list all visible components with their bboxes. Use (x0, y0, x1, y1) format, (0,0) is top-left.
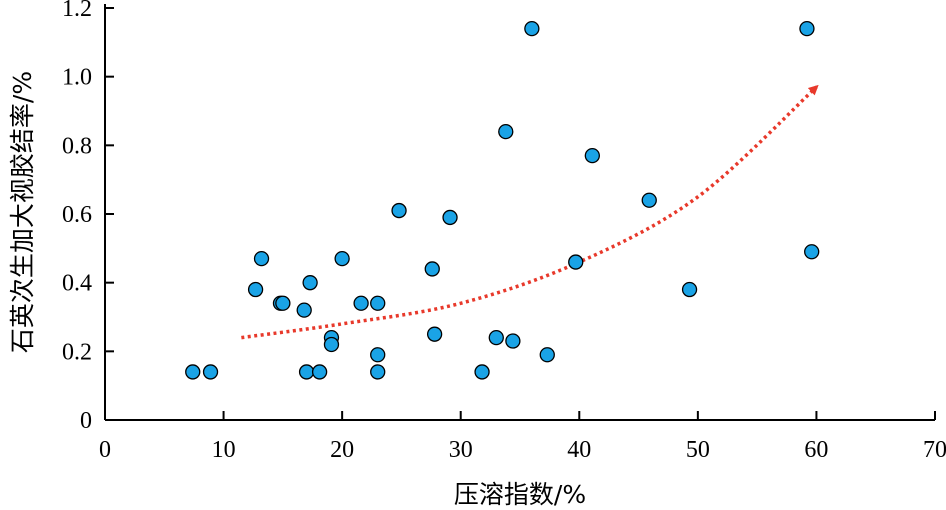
data-point (247, 281, 264, 298)
data-point (298, 364, 315, 380)
x-tick-label: 30 (449, 437, 473, 463)
y-tick-label: 1.2 (62, 0, 92, 22)
y-tick-label: 0.6 (62, 202, 92, 228)
x-tick-label: 20 (330, 437, 354, 463)
plot-axes: 0 10 20 30 40 50 60 70 0 0.2 0.4 0.6 0.8 1.0 1.2 (62, 0, 946, 463)
data-point (505, 333, 521, 349)
data-point (370, 364, 386, 380)
data-point (498, 123, 514, 140)
x-tick-label: 50 (686, 437, 710, 463)
trend-curve (241, 84, 819, 340)
data-point (442, 209, 458, 226)
data-point (370, 295, 386, 311)
data-point (424, 261, 440, 277)
data-point (185, 364, 201, 380)
data-point (474, 364, 490, 380)
data-point (311, 364, 328, 380)
x-axis-ticks: 0 10 20 30 40 50 60 70 (99, 411, 946, 463)
data-point (253, 250, 270, 267)
x-axis-title: 压溶指数/% (454, 480, 586, 509)
data-point (275, 295, 291, 311)
y-tick-label: 0.2 (62, 339, 92, 365)
data-point (302, 275, 318, 291)
data-point (334, 250, 350, 267)
y-tick-label: 0.4 (62, 271, 92, 297)
y-tick-label: 0.8 (62, 133, 92, 159)
data-point (323, 336, 340, 353)
data-point (488, 329, 504, 346)
data-point (524, 20, 540, 37)
data-point (202, 364, 219, 380)
data-point (426, 326, 443, 342)
y-axis-title: 石英次生加大视胶结率/% (8, 71, 37, 353)
data-points (185, 20, 820, 380)
x-tick-label: 40 (567, 437, 591, 463)
data-point (641, 192, 657, 208)
data-point (353, 295, 369, 311)
data-point (391, 202, 407, 219)
data-point (539, 347, 555, 363)
x-tick-label: 10 (212, 437, 236, 463)
y-axis-ticks: 0 0.2 0.4 0.6 0.8 1.0 1.2 (62, 0, 114, 434)
x-tick-label: 60 (804, 437, 828, 463)
data-point (370, 347, 386, 363)
data-point (681, 281, 698, 298)
x-tick-label: 0 (99, 437, 111, 463)
data-point (296, 302, 312, 318)
data-point (584, 147, 600, 164)
y-tick-label: 1.0 (62, 65, 92, 91)
data-point (568, 254, 584, 270)
y-tick-label: 0 (80, 408, 92, 434)
x-tick-label: 70 (923, 437, 946, 463)
data-point (804, 244, 820, 260)
data-point (799, 20, 815, 37)
